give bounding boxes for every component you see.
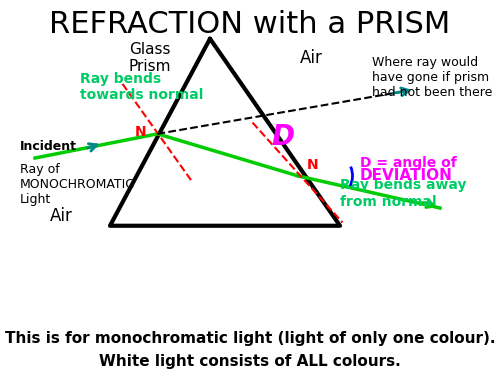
- Text: DEVIATION: DEVIATION: [360, 168, 453, 183]
- Text: N: N: [306, 158, 318, 172]
- Text: Incident: Incident: [20, 140, 77, 153]
- Text: D: D: [271, 123, 294, 151]
- Text: Ray bends away
from normal: Ray bends away from normal: [340, 178, 466, 209]
- Text: Air: Air: [300, 49, 323, 67]
- Text: This is for monochromatic light (light of only one colour).: This is for monochromatic light (light o…: [5, 330, 495, 345]
- Text: White light consists of ALL colours.: White light consists of ALL colours.: [99, 354, 401, 369]
- Text: Glass
Prism: Glass Prism: [129, 42, 171, 74]
- Text: D = angle of: D = angle of: [360, 156, 457, 170]
- Text: REFRACTION with a PRISM: REFRACTION with a PRISM: [50, 10, 450, 39]
- Text: Where ray would
have gone if prism
had not been there: Where ray would have gone if prism had n…: [372, 56, 493, 99]
- Text: N: N: [135, 124, 147, 139]
- Text: Ray bends
towards normal: Ray bends towards normal: [80, 72, 204, 102]
- Text: Air: Air: [50, 207, 73, 225]
- Text: Ray of
MONOCHROMATIC
Light: Ray of MONOCHROMATIC Light: [20, 163, 135, 206]
